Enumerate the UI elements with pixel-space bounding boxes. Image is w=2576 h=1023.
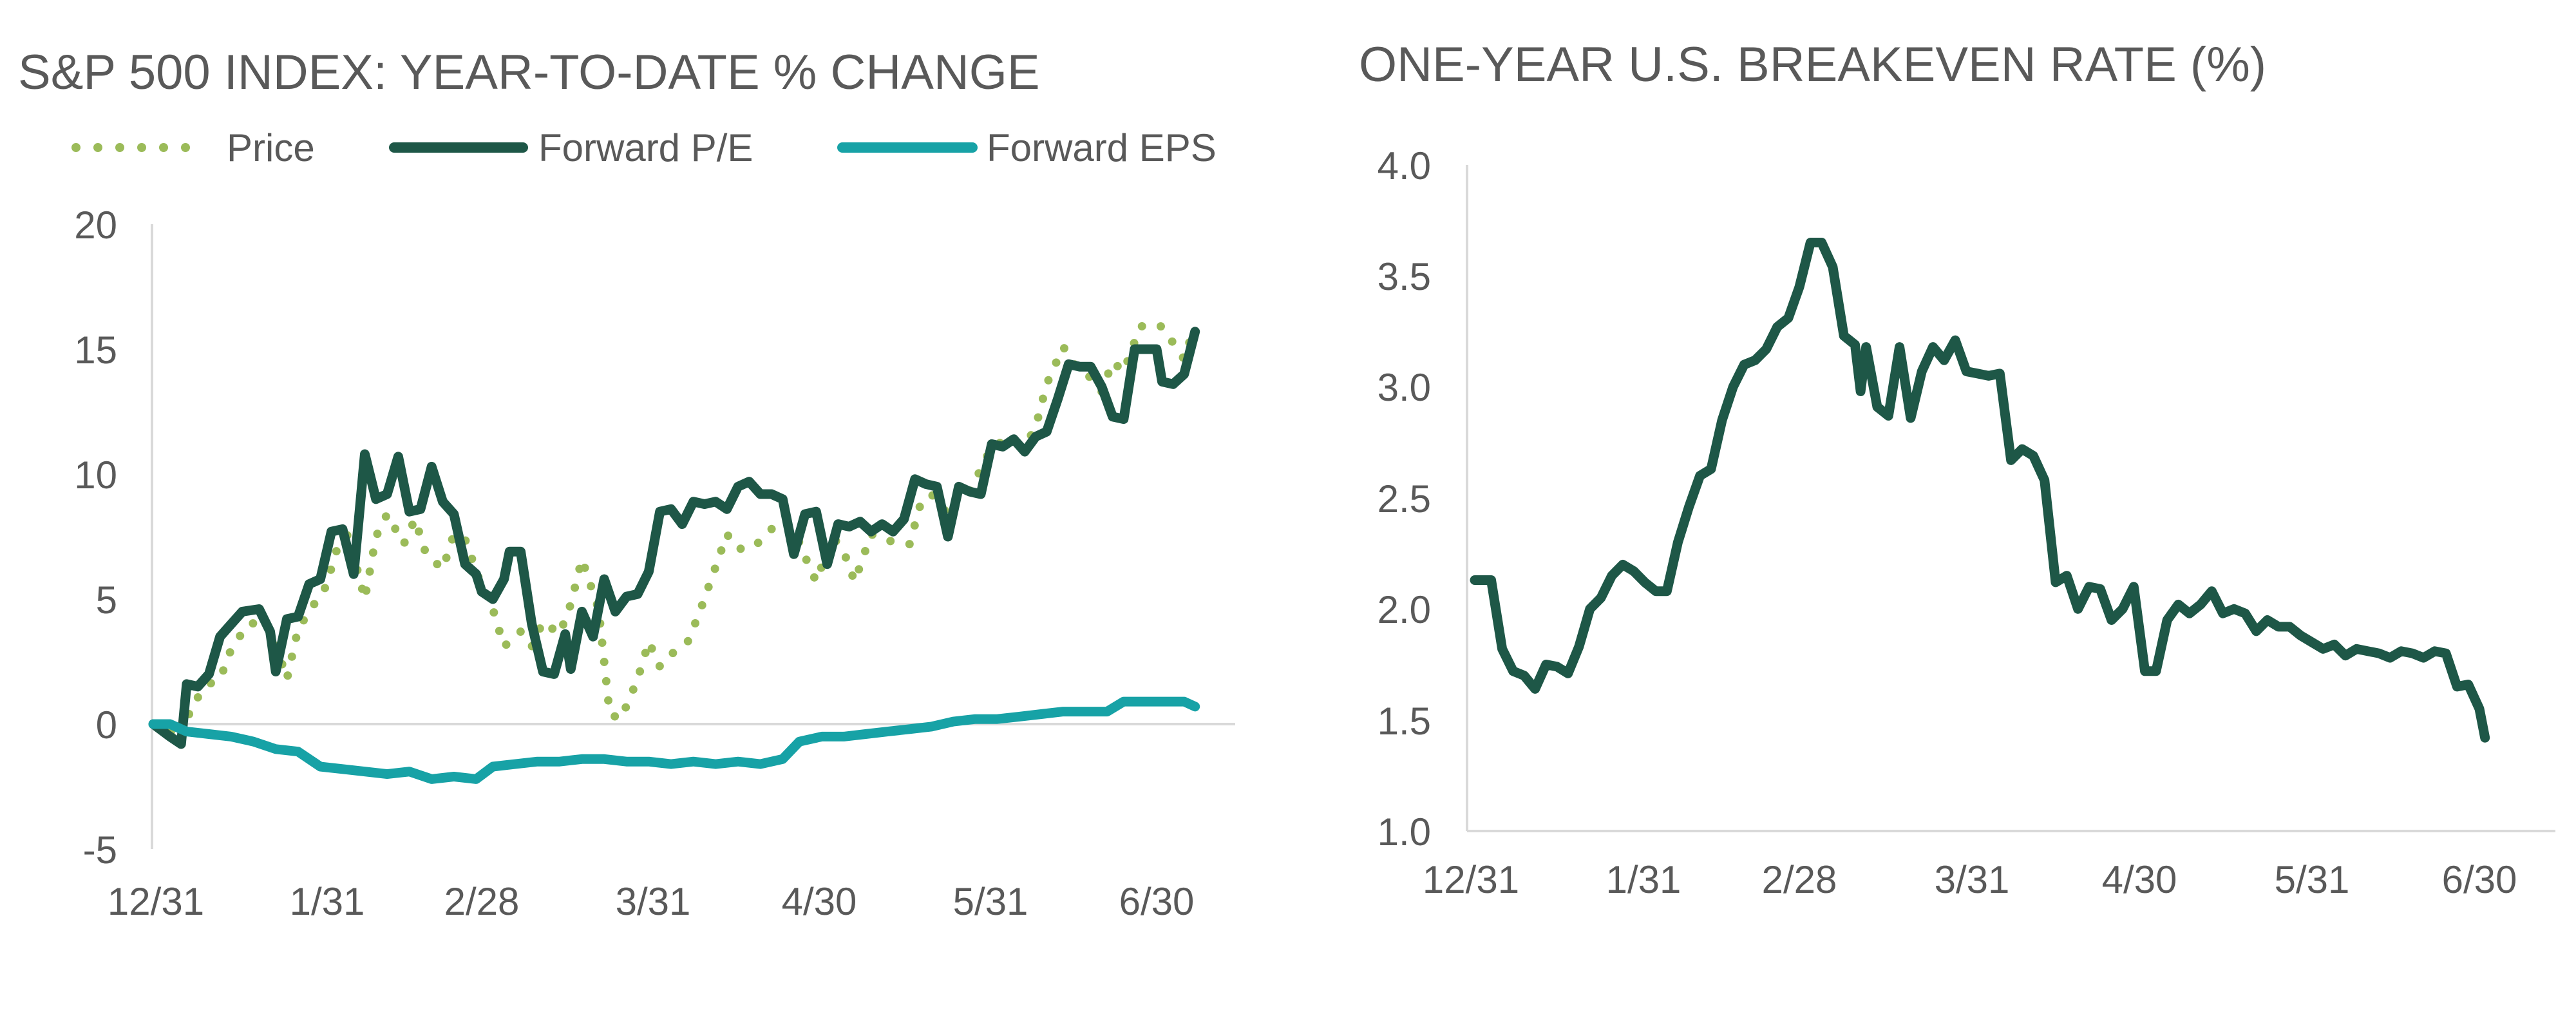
y-tick-label: 1.0 <box>1378 810 1431 854</box>
x-tick-label: 2/28 <box>444 880 520 923</box>
series-line-series-0 <box>1470 238 2490 743</box>
x-tick-labels: 12/31 1/31 2/28 3/31 4/30 5/31 6/30 <box>108 880 1194 923</box>
legend-forward-pe-label: Forward P/E <box>538 126 753 169</box>
y-tick-label: 3.5 <box>1378 255 1431 298</box>
y-tick-label: 1.5 <box>1378 700 1431 743</box>
x-tick-label: 6/30 <box>1119 880 1195 923</box>
chart-title: ONE-YEAR U.S. BREAKEVEN RATE (%) <box>1359 37 2266 92</box>
x-tick-label: 12/31 <box>1423 858 1519 901</box>
x-tick-label: 2/28 <box>1762 858 1837 901</box>
y-tick-labels: 4.0 3.5 3.0 2.5 2.0 1.5 1.0 <box>1378 144 1431 854</box>
y-tick-label: 2.0 <box>1378 588 1431 631</box>
x-tick-labels: 12/31 1/31 2/28 3/31 4/30 5/31 6/30 <box>1423 858 2517 901</box>
series-line-forward-p-e <box>148 327 1200 749</box>
x-tick-label: 4/30 <box>782 880 857 923</box>
y-tick-label: 4.0 <box>1378 144 1431 187</box>
y-tick-label: 10 <box>74 454 117 497</box>
breakeven-chart: ONE-YEAR U.S. BREAKEVEN RATE (%) 4.0 3.5… <box>1359 37 2555 901</box>
y-tick-label: 15 <box>74 329 117 372</box>
y-tick-labels: 20 15 10 5 0 -5 <box>74 204 117 872</box>
legend: Price Forward P/E Forward EPS <box>71 126 1217 169</box>
y-tick-label: 20 <box>74 204 117 247</box>
x-tick-label: 5/31 <box>953 880 1028 923</box>
x-tick-label: 3/31 <box>616 880 691 923</box>
x-tick-label: 5/31 <box>2275 858 2350 901</box>
y-tick-label: 5 <box>96 578 117 622</box>
x-tick-label: 1/31 <box>1606 858 1681 901</box>
legend-forward-eps-label: Forward EPS <box>987 126 1217 169</box>
x-tick-label: 3/31 <box>1935 858 2010 901</box>
series-group <box>148 320 1200 784</box>
series-group <box>1470 238 2490 743</box>
y-tick-label: 3.0 <box>1378 366 1431 409</box>
y-tick-label: 2.5 <box>1378 477 1431 521</box>
x-tick-label: 6/30 <box>2442 858 2517 901</box>
y-tick-label: -5 <box>83 828 117 872</box>
x-tick-label: 1/31 <box>290 880 365 923</box>
legend-price-label: Price <box>227 126 315 169</box>
x-tick-label: 4/30 <box>2102 858 2177 901</box>
sp500-chart: S&P 500 INDEX: YEAR-TO-DATE % CHANGE Pri… <box>18 45 1235 923</box>
series-line-price <box>149 320 1200 743</box>
chart-title: S&P 500 INDEX: YEAR-TO-DATE % CHANGE <box>18 45 1040 100</box>
series-line-forward-eps <box>148 696 1200 784</box>
y-tick-label: 0 <box>96 703 117 747</box>
x-tick-label: 12/31 <box>108 880 204 923</box>
